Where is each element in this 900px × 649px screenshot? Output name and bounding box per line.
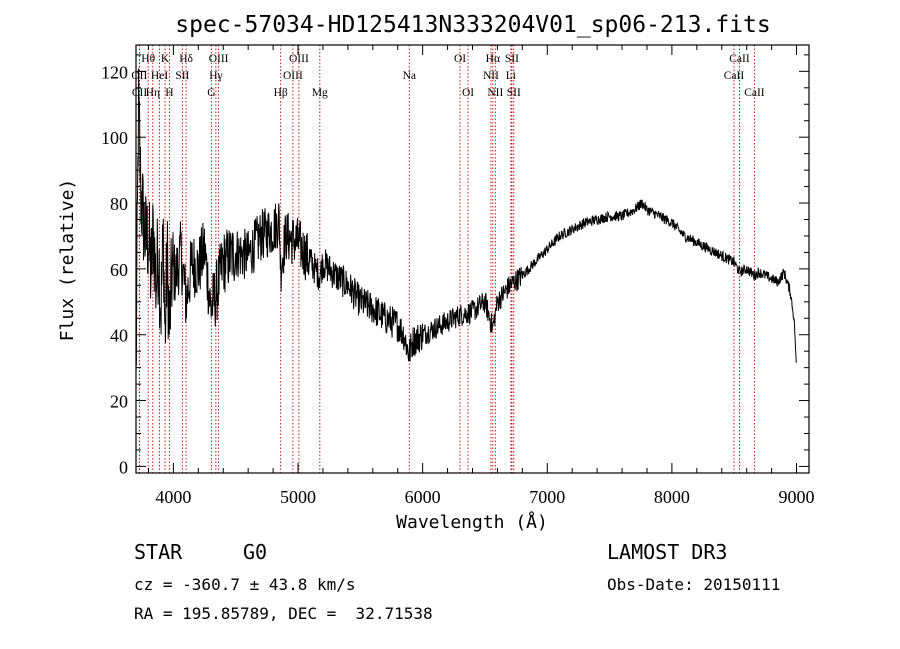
line-label: HeI [151,70,168,82]
y-tick-label: 20 [110,392,128,412]
line-label: OIII [289,53,309,65]
line-label: OIII [283,70,303,82]
object-subclass: G0 [243,540,268,564]
line-label: Hβ [274,87,288,99]
line-label: SII [505,53,519,65]
coordinates: RA = 195.85789, DEC = 32.71538 [134,604,433,623]
x-axis-label: Wavelength (Å) [396,511,548,533]
line-label: Na [403,70,416,82]
y-tick-label: 0 [119,457,128,477]
line-label: CaII [729,53,750,65]
spectral-line-labels: CIIOIIHθHηHeIKHSIIHδGHγOIIIHβOIIIOIIIMgN… [131,53,764,99]
line-label: OI [454,53,466,65]
line-label: G [207,87,215,99]
y-tick-label: 120 [101,62,128,82]
line-label: CaII [744,87,765,99]
line-label: Hη [146,87,160,99]
y-tick-label: 100 [101,128,128,148]
x-tick-label: 6000 [405,487,441,507]
line-label: NII [487,87,503,99]
line-label: Li [506,70,516,82]
line-label: Hδ [179,53,193,65]
object-class: STAR [134,540,183,564]
y-tick-label: 60 [110,260,128,280]
flux-line [135,68,797,467]
y-axis-label: Flux (relative) [57,179,78,342]
x-tick-label: 8000 [654,487,690,507]
x-tick-label: 9000 [779,487,815,507]
line-label: CaII [724,70,745,82]
obs-date: Obs-Date: 20150111 [607,575,781,594]
x-tick-label: 7000 [529,487,565,507]
x-tick-label: 5000 [280,487,316,507]
x-tick-label: 4000 [155,487,191,507]
line-label: Mg [312,87,328,99]
redshift-info: cz = -360.7 ± 43.8 km/s [134,575,356,594]
line-label: OIII [209,53,229,65]
line-label: H [165,87,173,99]
line-label: Hγ [209,70,222,82]
y-tick-label: 80 [110,194,128,214]
x-axis: 4000 5000 6000 7000 8000 9000 [147,45,815,507]
chart-title: spec-57034-HD125413N333204V01_sp06-213.f… [175,12,770,38]
line-label: SII [175,70,189,82]
y-tick-label: 40 [110,326,128,346]
line-label: Hα [486,53,500,65]
spectral-line-markers [138,45,755,473]
line-label: OI [462,87,474,99]
line-label: SII [507,87,521,99]
y-axis: 0 20 40 60 80 100 120 [101,54,809,477]
line-label: K [161,53,170,65]
line-label: NII [483,70,499,82]
line-label: Hθ [141,53,155,65]
flux-series [135,68,797,467]
survey-name: LAMOST DR3 [607,540,728,564]
